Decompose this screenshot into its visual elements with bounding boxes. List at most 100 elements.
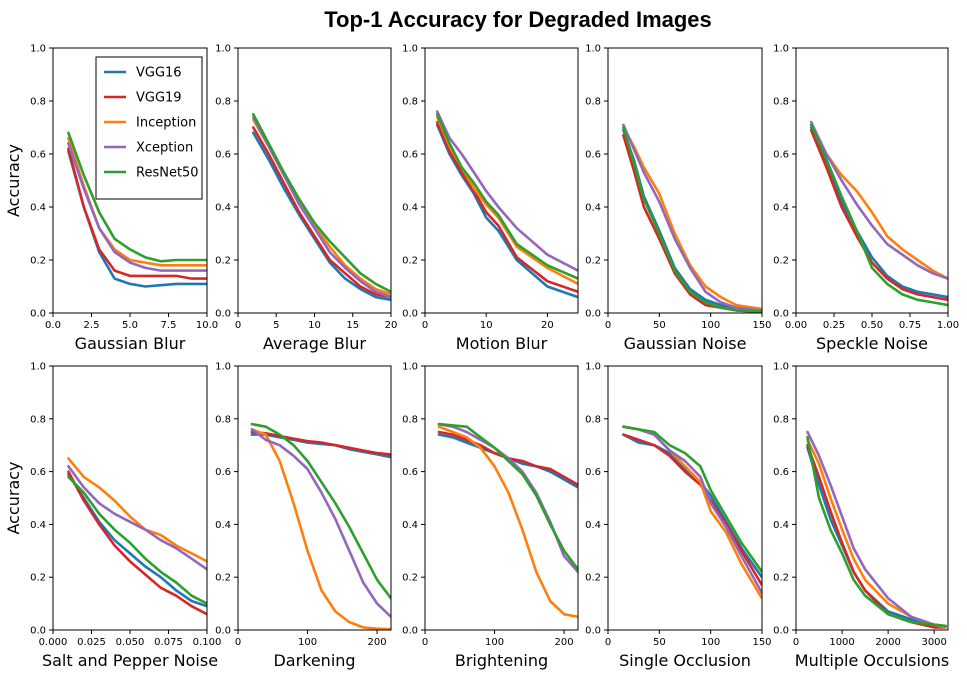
- panel-multiple-occulsions-xtick-label: 2000: [875, 637, 900, 648]
- panel-average-blur: 0.0 0.2 0.4 0.6 0.8 1.0 0 5 10 15 20 Average Blur: [215, 44, 397, 354]
- panel-average-blur-frame: [237, 47, 392, 314]
- panel-single-occlusion-line-xception: [622, 425, 762, 595]
- panel-gaussian-blur-line-vgg19: [67, 147, 207, 280]
- panel-gaussian-blur: 0.0 0.2 0.4 0.6 0.8 1.0 0.0 2.5 5.0 7.5 10.0 Gaussi…: [4, 44, 218, 354]
- figure-title: Top-1 Accuracy for Degraded Images: [324, 7, 712, 32]
- panel-single-occlusion-xtick-label: 100: [701, 637, 720, 648]
- panel-average-blur-ytick-label: 0.8: [215, 97, 231, 108]
- panel-multiple-occulsions-ytick-label: 1.0: [773, 362, 789, 373]
- panel-gaussian-blur-xtick-label: 2.5: [84, 320, 100, 331]
- panel-average-blur-xtick-label: 5: [273, 320, 279, 331]
- panel-salt-and-pepper-noise-ytick-label: 0.4: [30, 520, 46, 531]
- panel-darkening-line-vgg19: [250, 430, 391, 456]
- panel-gaussian-noise-xtick-label: 0: [605, 320, 611, 331]
- panel-motion-blur-ytick-label: 0.2: [402, 256, 418, 267]
- panel-multiple-occulsions-ytick-label: 0.2: [773, 573, 789, 584]
- panel-speckle-noise-ytick-label: 0.2: [773, 256, 789, 267]
- panel-motion-blur-ytick-label: 0.6: [402, 150, 418, 161]
- panel-average-blur-line-resnet50: [252, 113, 391, 294]
- panel-brightening-ytick-label: 0.4: [402, 520, 418, 531]
- panel-multiple-occulsions-frame: [795, 365, 949, 631]
- panel-motion-blur-line-resnet50: [435, 113, 578, 280]
- panel-salt-and-pepper-noise-line-resnet50: [67, 475, 207, 605]
- panel-average-blur-xlabel: Average Blur: [263, 334, 366, 353]
- panel-speckle-noise-xtick-label: 0.50: [861, 320, 883, 331]
- panel-multiple-occulsions-xtick-label: 3000: [921, 637, 946, 648]
- panel-single-occlusion-xtick-label: 150: [752, 637, 771, 648]
- legend-box: [95, 56, 203, 200]
- panel-salt-and-pepper-noise-xtick-label: 0.000: [39, 637, 68, 648]
- panel-gaussian-blur-ytick-label: 0.6: [30, 150, 46, 161]
- panel-brightening-line-inception: [437, 425, 578, 619]
- panel-multiple-occulsions-line-xception: [806, 430, 948, 628]
- panel-speckle-noise-xtick-label: 0.00: [785, 320, 807, 331]
- panel-gaussian-noise-ytick-label: 0.2: [585, 256, 601, 267]
- panel-motion-blur-xtick-label: 10: [480, 320, 493, 331]
- panel-average-blur-ytick-label: 1.0: [215, 44, 231, 55]
- panel-single-occlusion-ytick-label: 0.4: [585, 520, 601, 531]
- panel-single-occlusion-ytick-label: 0.8: [585, 414, 601, 425]
- panel-gaussian-blur-ytick-label: 0.0: [30, 309, 46, 320]
- panel-gaussian-blur-ytick-label: 0.2: [30, 256, 46, 267]
- panel-brightening-line-xception: [437, 422, 578, 574]
- panel-single-occlusion-line-inception: [622, 425, 762, 600]
- panel-speckle-noise-xtick-label: 0.75: [899, 320, 921, 331]
- panel-darkening-ytick-label: 0.6: [215, 467, 231, 478]
- panel-gaussian-blur-xtick-label: 7.5: [161, 320, 177, 331]
- panel-salt-and-pepper-noise-line-vgg16: [67, 472, 207, 608]
- panel-darkening-line-xception: [250, 428, 391, 619]
- panel-single-occlusion-ytick-label: 0.2: [585, 573, 601, 584]
- panel-brightening-ytick-label: 0.0: [402, 626, 418, 637]
- panel-average-blur-line-inception: [252, 118, 391, 296]
- panel-multiple-occulsions-xtick-label: 0: [793, 637, 799, 648]
- panel-multiple-occulsions-ytick-label: 0.0: [773, 626, 789, 637]
- panel-speckle-noise-line-vgg19: [809, 128, 948, 302]
- panel-darkening-xtick-label: 200: [368, 637, 387, 648]
- panel-motion-blur-frame: [424, 47, 579, 314]
- panel-gaussian-noise-line-vgg16: [622, 128, 762, 312]
- legend-label-vgg19: VGG19: [136, 91, 182, 106]
- panel-gaussian-noise-xtick-label: 50: [653, 320, 666, 331]
- panel-gaussian-noise: 0.0 0.2 0.4 0.6 0.8 1.0 0 50 100 150 Gaussian Nois…: [585, 44, 771, 354]
- panel-single-occlusion-line-resnet50: [622, 425, 762, 574]
- panel-brightening-ytick-label: 1.0: [402, 362, 418, 373]
- panel-gaussian-blur-xtick-label: 10.0: [196, 320, 218, 331]
- panel-salt-and-pepper-noise-ytick-label: 0.0: [30, 626, 46, 637]
- panel-speckle-noise-ytick-label: 0.8: [773, 97, 789, 108]
- panel-motion-blur-xtick-label: 0: [422, 320, 428, 331]
- panel-salt-and-pepper-noise-xtick-label: 0.050: [116, 637, 145, 648]
- panel-darkening-line-inception: [250, 428, 391, 630]
- panel-single-occlusion-ytick-label: 0.6: [585, 467, 601, 478]
- panel-average-blur-ytick-label: 0.4: [215, 203, 231, 214]
- panel-gaussian-blur-line-xception: [67, 142, 207, 272]
- panel-motion-blur-ytick-label: 1.0: [402, 44, 418, 55]
- panel-gaussian-blur-xlabel: Gaussian Blur: [75, 334, 186, 353]
- panel-brightening-xlabel: Brightening: [455, 651, 548, 670]
- panel-salt-and-pepper-noise-xtick-label: 0.075: [154, 637, 183, 648]
- panel-single-occlusion-line-vgg19: [622, 433, 762, 587]
- panel-speckle-noise-xtick-label: 1.00: [937, 320, 959, 331]
- panel-salt-and-pepper-noise-line-inception: [67, 457, 207, 563]
- panel-gaussian-blur-ylabel: Accuracy: [4, 144, 23, 217]
- panel-average-blur-ytick-label: 0.2: [215, 256, 231, 267]
- panel-gaussian-blur-ytick-label: 1.0: [30, 44, 46, 55]
- panel-motion-blur-ytick-label: 0.0: [402, 309, 418, 320]
- panel-gaussian-noise-ytick-label: 1.0: [585, 44, 601, 55]
- panel-darkening-line-resnet50: [250, 422, 391, 600]
- panel-speckle-noise-line-xception: [809, 120, 948, 280]
- panel-darkening-ytick-label: 0.4: [215, 520, 231, 531]
- panel-brightening-ytick-label: 0.2: [402, 573, 418, 584]
- legend-label-resnet50: ResNet50: [136, 166, 199, 181]
- panel-multiple-occulsions-line-vgg19: [806, 443, 948, 629]
- panel-motion-blur-xlabel: Motion Blur: [456, 334, 548, 353]
- panel-brightening-ytick-label: 0.8: [402, 414, 418, 425]
- panel-darkening-ytick-label: 0.2: [215, 573, 231, 584]
- panel-gaussian-noise-line-vgg19: [622, 134, 762, 313]
- panel-gaussian-blur-ytick-label: 0.4: [30, 203, 46, 214]
- panel-salt-and-pepper-noise: 0.0 0.2 0.4 0.6 0.8 1.0 0.000 0.025 0.050 0.075 0.…: [4, 362, 221, 671]
- panel-salt-and-pepper-noise-ytick-label: 1.0: [30, 362, 46, 373]
- panel-darkening-xtick-label: 100: [298, 637, 317, 648]
- panel-brightening-xtick-label: 100: [485, 637, 504, 648]
